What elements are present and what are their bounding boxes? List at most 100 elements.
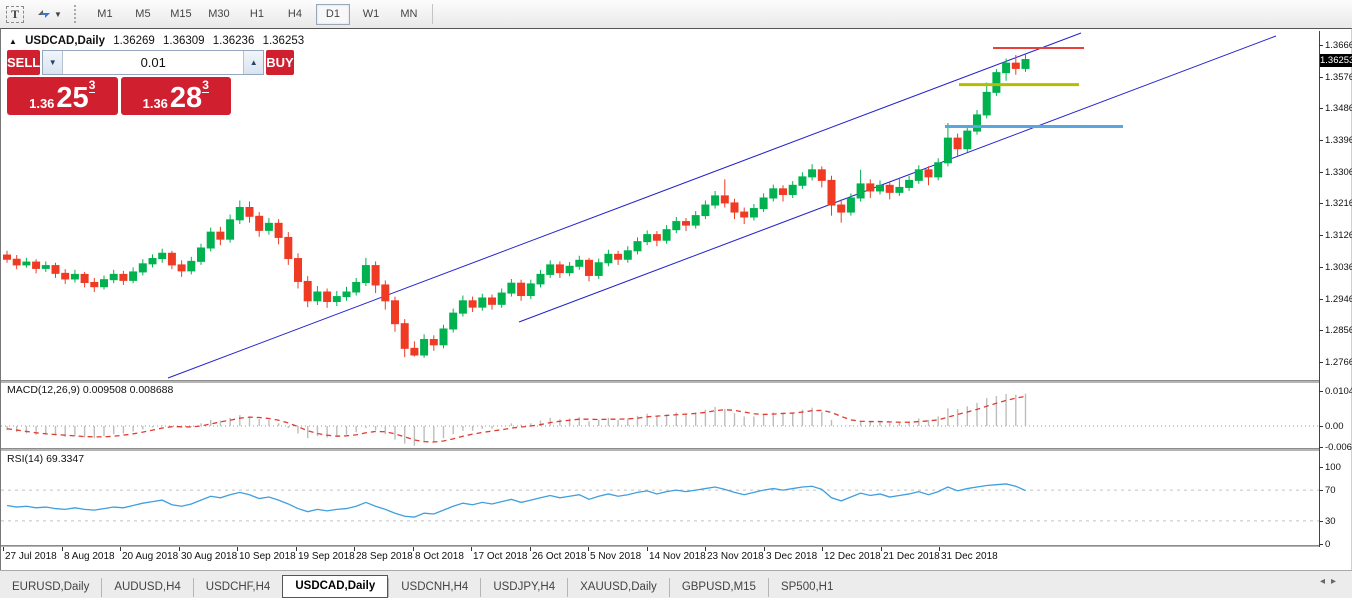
- macd-axis-tick: [1319, 447, 1323, 449]
- pane-splitter-macd[interactable]: [1, 380, 1319, 383]
- timeframe-button-w1[interactable]: W1: [362, 8, 380, 20]
- date-axis-tick: [822, 547, 823, 551]
- tab-scroll-right-icon[interactable]: ▸: [1330, 576, 1342, 587]
- rsi-tick-label: 0: [1325, 539, 1331, 550]
- date-tick-label: 20 Aug 2018: [122, 551, 179, 562]
- dual-arrows-icon: [38, 10, 51, 18]
- chevron-down-icon: ▼: [54, 9, 62, 19]
- rsi-axis-tick: [1319, 544, 1323, 545]
- collapse-triangle-icon[interactable]: ▲: [9, 37, 17, 46]
- rsi-indicator-label: RSI(14) 69.3347: [7, 453, 85, 465]
- timeframe-button-m15[interactable]: M15: [170, 8, 192, 20]
- tab-xauusd-daily[interactable]: XAUUSD,Daily: [567, 578, 669, 597]
- ohlc-low: 1.36236: [212, 35, 255, 47]
- price-axis-separator: [1319, 31, 1320, 569]
- arrows-tool-button[interactable]: ▼: [31, 4, 67, 24]
- timeframe-button-h4[interactable]: H4: [287, 8, 302, 20]
- buy-button[interactable]: BUY: [266, 50, 294, 75]
- date-axis-tick: [354, 547, 355, 551]
- timeframe-button-m1[interactable]: M1: [97, 8, 113, 20]
- ohlc-open: 1.36269: [113, 35, 155, 47]
- tab-sp500-h1[interactable]: SP500,H1: [767, 578, 845, 597]
- buy-price-prefix: 1.36: [142, 96, 168, 111]
- tab-eurusd-daily[interactable]: EURUSD,Daily: [12, 581, 90, 593]
- rsi-tick-label: 70: [1325, 485, 1336, 497]
- macd-tick-label: 0.010412: [1325, 385, 1352, 397]
- volume-increase-button[interactable]: ▲: [243, 51, 264, 74]
- tab-scroll-arrows[interactable]: ◂▸: [1320, 576, 1342, 587]
- tab-usdchf-h4[interactable]: USDCHF,H4: [192, 578, 283, 597]
- price-tick-label: 1.29465: [1325, 293, 1352, 305]
- macd-tick-label: -0.006215: [1325, 442, 1352, 454]
- date-axis-tick: [3, 547, 4, 551]
- date-tick-label: 12 Dec 2018: [824, 551, 881, 562]
- rsi-tick-label: 30: [1325, 515, 1336, 527]
- symbol-info-line: ▲ USDCAD,Daily 1.36269 1.36309 1.36236 1…: [9, 35, 309, 47]
- sell-price-big: 25: [56, 82, 89, 114]
- date-tick-label: 10 Sep 2018: [239, 551, 296, 562]
- tab-usdcad-daily[interactable]: USDCAD,Daily: [282, 575, 389, 598]
- date-axis-tick: [413, 547, 414, 551]
- rsi-pane-canvas[interactable]: [1, 450, 1319, 545]
- sell-price-tile[interactable]: 1.36 25 3: [7, 77, 118, 115]
- price-axis-tick: [1319, 235, 1323, 237]
- timeframe-button-h1[interactable]: H1: [249, 8, 264, 20]
- price-tick-label: 1.35765: [1325, 71, 1352, 83]
- price-axis[interactable]: 1.36665 1.35765 1.34865 1.33965 1.33065 1.321…: [1319, 29, 1352, 550]
- tab-usdcnh-h4[interactable]: USDCNH,H4: [388, 578, 480, 597]
- date-axis-tick: [120, 547, 121, 551]
- sell-button[interactable]: SELL: [7, 50, 41, 75]
- date-axis-tick: [705, 547, 706, 551]
- timeframe-button-m5[interactable]: M5: [135, 8, 151, 20]
- text-tool-button[interactable]: T: [1, 4, 29, 24]
- date-axis-tick: [62, 547, 63, 551]
- date-tick-label: 8 Oct 2018: [415, 551, 464, 562]
- volume-input[interactable]: [63, 51, 244, 74]
- date-tick-label: 26 Oct 2018: [532, 551, 587, 562]
- date-tick-label: 23 Nov 2018: [707, 551, 764, 562]
- price-axis-tick: [1319, 203, 1323, 205]
- date-tick-label: 3 Dec 2018: [766, 551, 818, 562]
- date-axis-tick: [881, 547, 882, 551]
- timeframe-button-group: M1 M5 M15 M30 H1 H4 D1 W1 MN: [86, 3, 428, 25]
- ohlc-high: 1.36309: [163, 35, 205, 47]
- tab-audusd-h4[interactable]: AUDUSD,H4: [101, 578, 192, 597]
- price-axis-tick: [1319, 266, 1323, 268]
- pane-splitter-rsi[interactable]: [1, 448, 1319, 451]
- sell-price-pip: 3: [88, 78, 96, 93]
- timeframe-button-m30[interactable]: M30: [208, 8, 230, 20]
- tab-gbpusd-m15[interactable]: GBPUSD,M15: [668, 578, 768, 597]
- date-tick-label: 5 Nov 2018: [590, 551, 642, 562]
- toolbar-grip[interactable]: [73, 5, 80, 23]
- timeframe-button-d1[interactable]: D1: [315, 3, 350, 25]
- buy-price-tile[interactable]: 1.36 28 3: [120, 77, 231, 115]
- date-axis[interactable]: 27 Jul 2018 8 Aug 2018 20 Aug 2018 30 Aug 2…: [1, 547, 1351, 569]
- date-tick-label: 28 Sep 2018: [356, 551, 413, 562]
- price-tick-label: 1.30365: [1325, 261, 1352, 273]
- chart-window: ▲ USDCAD,Daily 1.36269 1.36309 1.36236 1…: [0, 28, 1352, 571]
- price-tick-label: 1.28565: [1325, 325, 1352, 337]
- main-chart-canvas[interactable]: [1, 31, 1319, 380]
- ohlc-close: 1.36253: [262, 35, 305, 47]
- symbol-name: USDCAD,Daily: [25, 35, 106, 47]
- price-axis-tick: [1319, 108, 1323, 110]
- macd-axis-tick: [1319, 426, 1323, 427]
- macd-pane-canvas[interactable]: [1, 382, 1319, 448]
- tab-usdjpy-h4[interactable]: USDJPY,H4: [480, 578, 567, 597]
- date-tick-label: 8 Aug 2018: [64, 551, 115, 562]
- toolbar-separator: [431, 4, 433, 24]
- date-tick-label: 21 Dec 2018: [883, 551, 940, 562]
- volume-decrease-button[interactable]: ▼: [43, 51, 64, 74]
- timeframe-button-mn[interactable]: MN: [400, 8, 418, 20]
- price-axis-tick: [1319, 76, 1323, 78]
- date-tick-label: 27 Jul 2018: [5, 551, 57, 562]
- date-axis-tick: [296, 547, 297, 551]
- price-axis-tick: [1319, 361, 1323, 363]
- tab-scroll-left-icon[interactable]: ◂: [1319, 576, 1331, 587]
- date-axis-tick: [237, 547, 238, 551]
- buy-price-pip: 3: [202, 78, 209, 93]
- date-axis-tick: [588, 547, 589, 551]
- price-axis-tick: [1319, 171, 1323, 173]
- date-tick-label: 30 Aug 2018: [181, 551, 238, 562]
- date-axis-tick: [939, 547, 940, 551]
